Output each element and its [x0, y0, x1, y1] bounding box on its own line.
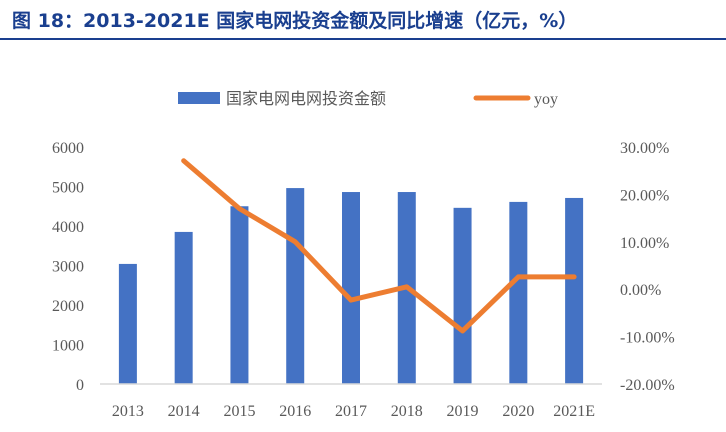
x-tick-label: 2014: [168, 403, 200, 420]
x-tick-label: 2017: [335, 403, 367, 420]
right-y-tick-label: -20.00%: [620, 377, 675, 394]
left-y-tick-label: 1000: [52, 338, 84, 355]
left-y-tick-label: 5000: [52, 180, 84, 197]
bar-2021E: [565, 197, 584, 384]
x-tick-label: 2021E: [553, 403, 595, 420]
bar-2019: [453, 207, 472, 384]
x-tick-label: 2018: [391, 403, 423, 420]
legend-line-label: yoy: [534, 91, 558, 108]
right-y-tick-label: 20.00%: [620, 187, 669, 204]
right-y-tick-label: -10.00%: [620, 330, 675, 347]
left-y-tick-label: 4000: [52, 219, 84, 236]
legend-bar-label: 国家电网电网投资金额: [226, 90, 386, 108]
legend-bar-swatch: [178, 92, 220, 104]
left-y-tick-label: 3000: [52, 259, 84, 276]
bar-2014: [174, 231, 193, 384]
left-y-tick-label: 6000: [52, 140, 84, 157]
title-divider: [0, 38, 726, 40]
right-y-tick-label: 30.00%: [620, 140, 669, 157]
bar-2013: [118, 263, 137, 384]
left-y-tick-label: 0: [76, 377, 84, 394]
legend: 国家电网电网投资金额 yoy: [178, 90, 558, 108]
right-y-tick-label: 0.00%: [620, 282, 661, 299]
x-tick-label: 2016: [279, 403, 311, 420]
bar-2017: [342, 192, 360, 384]
x-tick-label: 2013: [112, 403, 144, 420]
yoy-line: [181, 158, 577, 334]
bar-2015: [230, 206, 249, 384]
bar-2020: [509, 201, 528, 384]
bar-2016: [286, 188, 305, 384]
x-tick-label: 2020: [502, 403, 534, 420]
x-tick-label: 2015: [223, 403, 255, 420]
left-y-tick-label: 2000: [52, 298, 84, 315]
chart-title: 图 18：2013-2021E 国家电网投资金额及同比增速（亿元，%）: [12, 10, 578, 32]
right-y-tick-label: 10.00%: [620, 235, 669, 252]
x-tick-label: 2019: [447, 403, 479, 420]
